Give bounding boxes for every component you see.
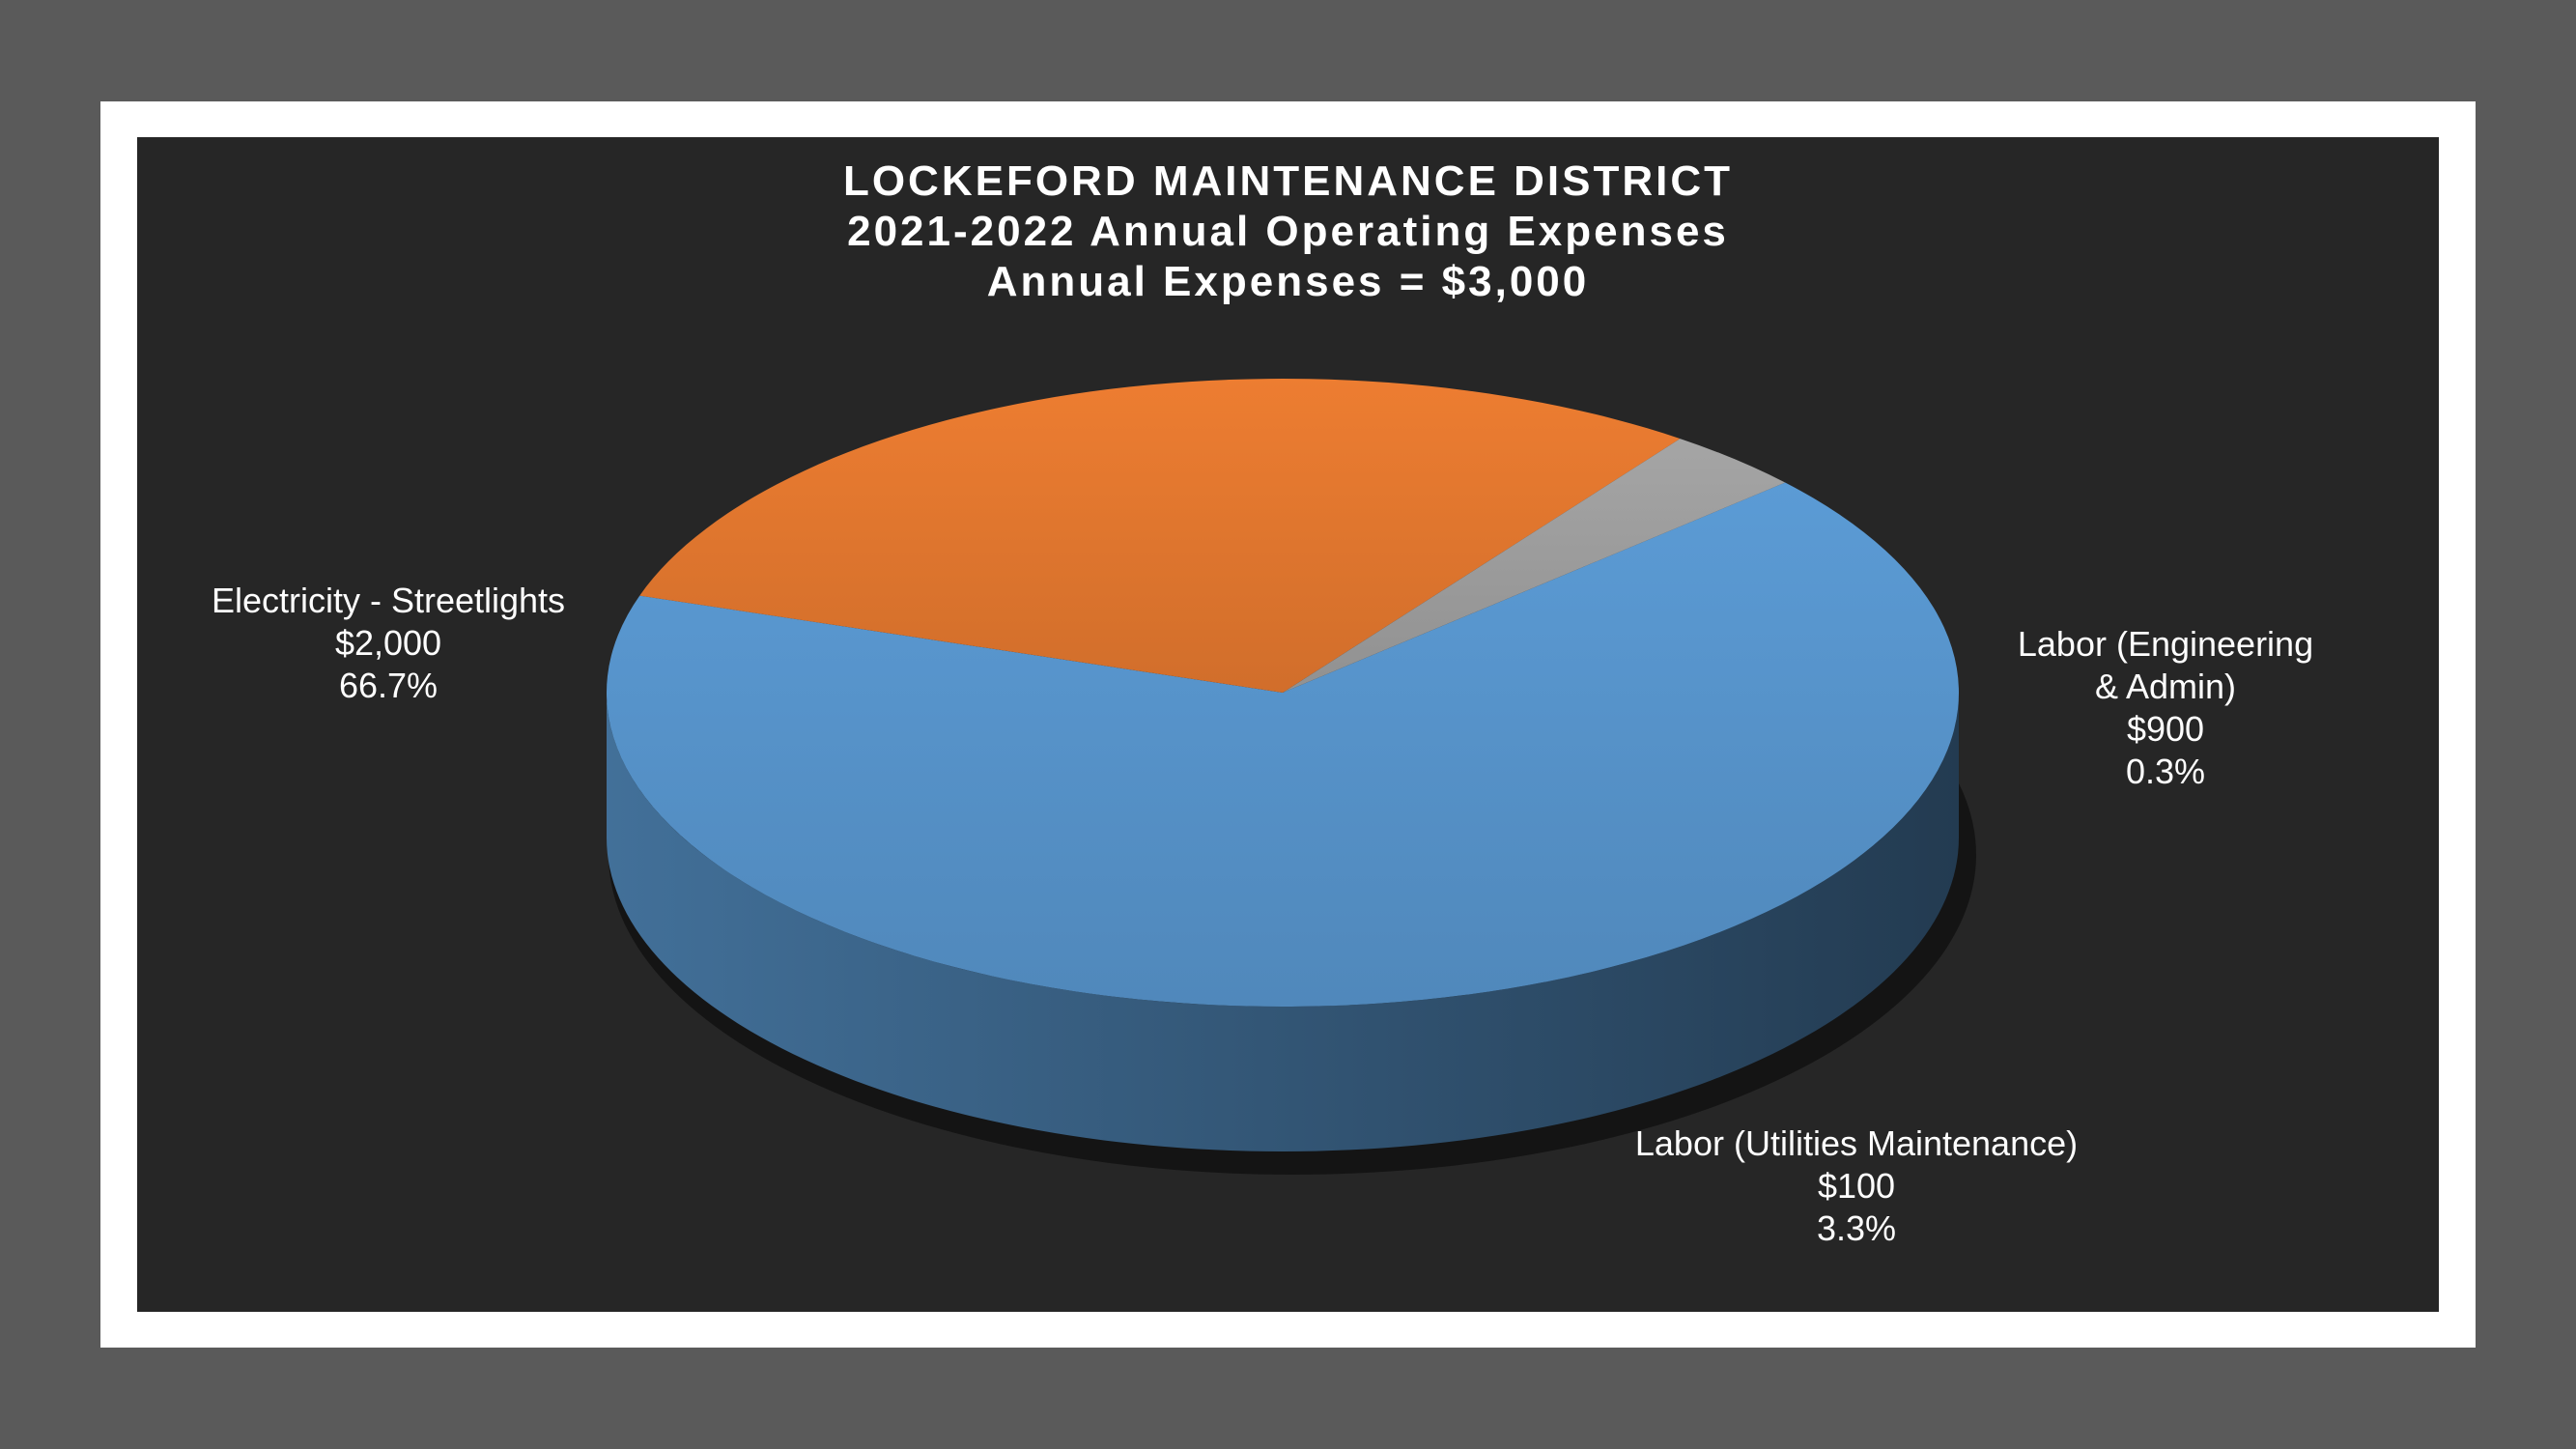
chart-frame: LOCKEFORD MAINTENANCE DISTRICT 2021-2022… [100,101,2476,1348]
slice-value: $100 [1817,1166,1896,1206]
slice-value: $900 [2126,709,2205,749]
slice-percent: 3.3% [1816,1208,1897,1248]
pie-chart-3d [606,379,1976,1175]
pie-slice-1 [606,482,1960,1007]
pie-slice-2 [639,379,1681,693]
pie-slice-3 [1283,439,1786,693]
slice-label-electricity: Electricity - Streetlights $2,000 66.7% [195,580,581,707]
pie-side-1 [607,693,1959,1151]
slice-name-line-1: Labor (Engineering [2017,624,2314,664]
slice-percent: 66.7% [338,666,439,705]
chart-panel: LOCKEFORD MAINTENANCE DISTRICT 2021-2022… [137,137,2439,1312]
slice-value: $2,000 [334,623,442,663]
chart-subtitle: 2021-2022 Annual Operating Expenses [847,208,1729,255]
chart-subtitle-total: Annual Expenses = $3,000 [986,258,1590,305]
slice-name-line-2: & Admin) [2094,667,2237,706]
chart-title-block: LOCKEFORD MAINTENANCE DISTRICT 2021-2022… [137,156,2439,307]
slice-label-labor-engineering: Labor (Engineering & Admin) $900 0.3% [1953,623,2378,793]
slice-percent: 0.3% [2125,752,2206,791]
chart-title: LOCKEFORD MAINTENANCE DISTRICT [842,157,1734,205]
slice-name: Labor (Utilities Maintenance) [1634,1123,2079,1163]
slice-name: Electricity - Streetlights [211,581,566,620]
slice-label-labor-utilities: Labor (Utilities Maintenance) $100 3.3% [1586,1122,2127,1250]
